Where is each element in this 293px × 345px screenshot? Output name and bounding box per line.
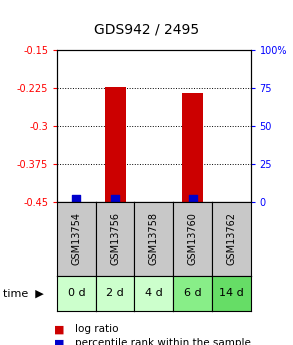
Bar [182,92,203,202]
Point [113,196,117,201]
Text: 2 d: 2 d [106,288,124,298]
Text: 6 d: 6 d [184,288,201,298]
Text: log ratio: log ratio [75,325,118,334]
Point [190,196,195,201]
Text: 0 d: 0 d [68,288,85,298]
Text: GSM13762: GSM13762 [226,213,236,265]
Text: GSM13760: GSM13760 [188,213,197,265]
Text: GDS942 / 2495: GDS942 / 2495 [94,22,199,37]
Point [74,196,79,201]
Text: percentile rank within the sample: percentile rank within the sample [75,338,251,345]
Text: 14 d: 14 d [219,288,243,298]
Text: ■: ■ [54,338,65,345]
Text: 4 d: 4 d [145,288,163,298]
Text: ■: ■ [54,325,65,334]
Text: GSM13758: GSM13758 [149,213,159,265]
Text: time  ▶: time ▶ [3,288,44,298]
Bar [105,88,126,202]
Text: GSM13754: GSM13754 [71,213,81,265]
Text: GSM13756: GSM13756 [110,213,120,265]
